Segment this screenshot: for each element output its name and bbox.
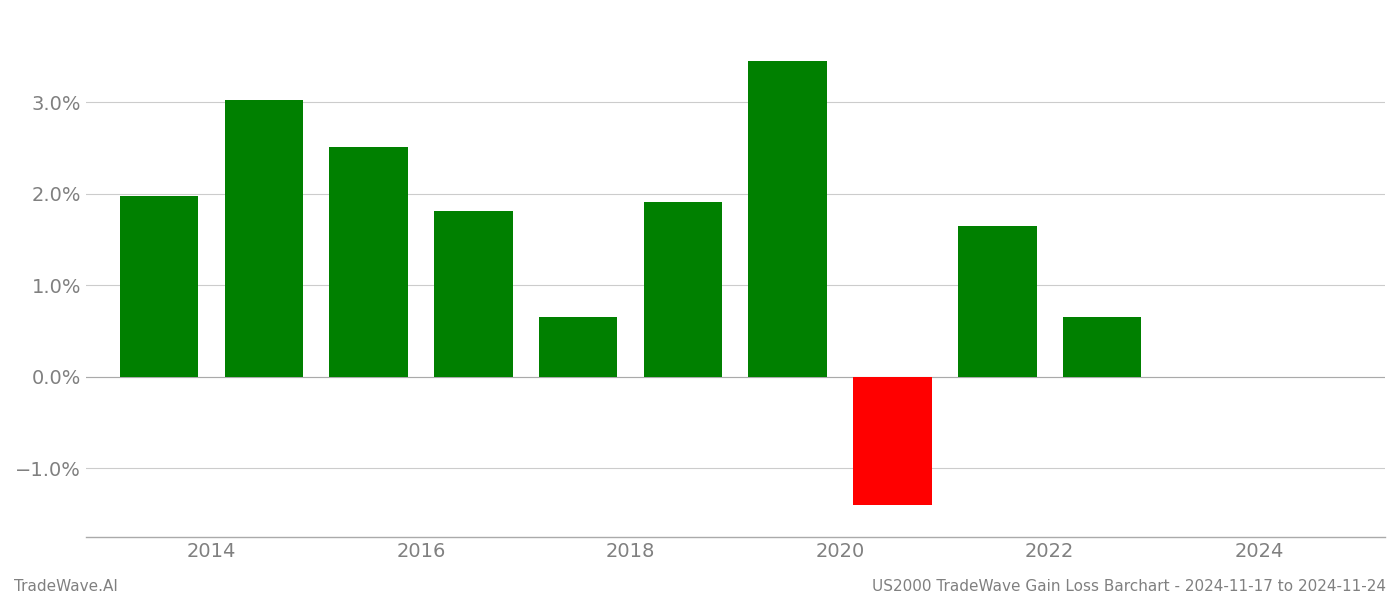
Bar [749,61,827,377]
Bar [644,202,722,377]
Bar [539,317,617,377]
Bar [958,226,1036,377]
Bar [224,100,304,377]
Bar [329,147,407,377]
Bar [434,211,512,377]
Text: US2000 TradeWave Gain Loss Barchart - 2024-11-17 to 2024-11-24: US2000 TradeWave Gain Loss Barchart - 20… [872,579,1386,594]
Text: TradeWave.AI: TradeWave.AI [14,579,118,594]
Bar [1063,317,1141,377]
Bar [120,196,199,377]
Bar [853,377,932,505]
